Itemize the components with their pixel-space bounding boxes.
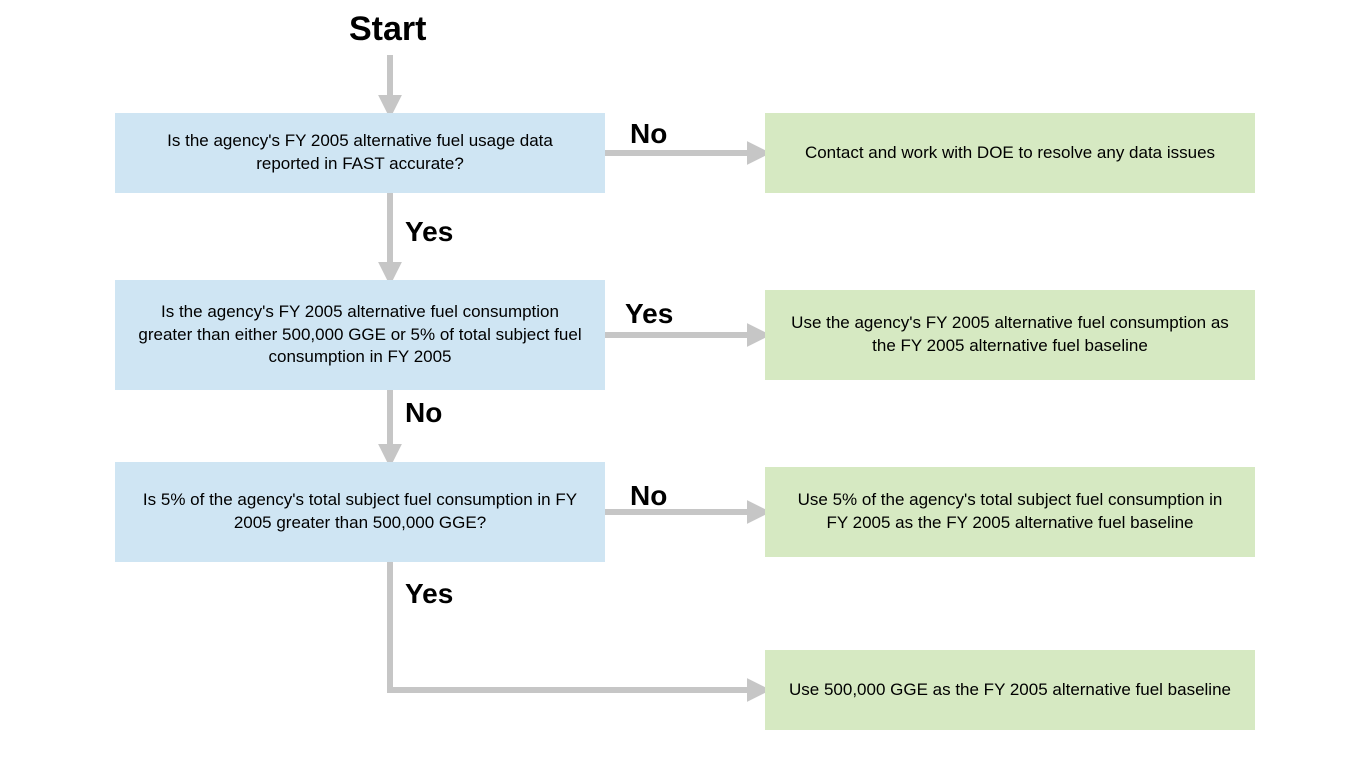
edge-label-yes3: Yes [405,578,453,610]
result-r2: Use the agency's FY 2005 alternative fue… [765,290,1255,380]
edge-label-no1: No [630,118,667,150]
edge-label-no3: No [630,480,667,512]
start-label: Start [349,10,426,49]
question-q2: Is the agency's FY 2005 alternative fuel… [115,280,605,390]
question-q1: Is the agency's FY 2005 alternative fuel… [115,113,605,193]
edge-label-yes1: Yes [405,216,453,248]
flowchart-canvas: Start Is the agency's FY 2005 alternativ… [0,0,1350,775]
result-r1: Contact and work with DOE to resolve any… [765,113,1255,193]
result-r3: Use 5% of the agency's total subject fue… [765,467,1255,557]
result-r4: Use 500,000 GGE as the FY 2005 alternati… [765,650,1255,730]
edge-label-yes2: Yes [625,298,673,330]
question-q3: Is 5% of the agency's total subject fuel… [115,462,605,562]
edge-label-no2: No [405,397,442,429]
